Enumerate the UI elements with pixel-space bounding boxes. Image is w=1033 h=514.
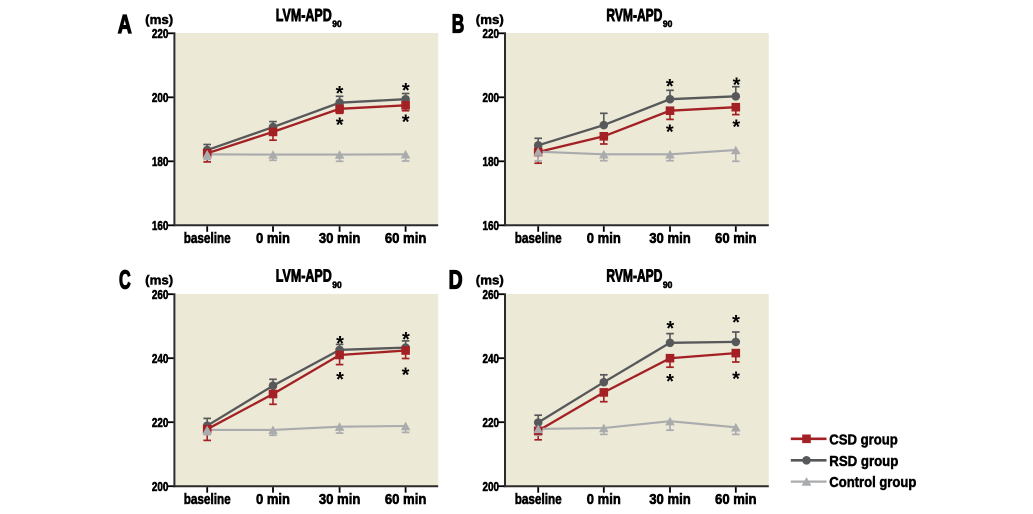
svg-text:baseline: baseline [184,231,231,247]
svg-text:*: * [732,312,740,334]
svg-text:200: 200 [152,90,169,105]
svg-text:90: 90 [332,19,342,30]
svg-text:160: 160 [483,218,500,233]
svg-text:240: 240 [483,351,500,366]
svg-text:(ms): (ms) [145,12,173,27]
svg-text:(ms): (ms) [476,12,504,27]
svg-text:*: * [733,75,741,97]
svg-text:*: * [402,329,410,351]
svg-text:RVM-APD: RVM-APD [606,5,662,25]
svg-text:baseline: baseline [515,231,562,247]
svg-text:220: 220 [152,26,169,41]
svg-text:60 min: 60 min [385,492,427,508]
svg-text:D: D [449,265,463,295]
svg-text:*: * [336,369,344,391]
svg-text:*: * [666,122,674,144]
svg-text:90: 90 [332,280,342,291]
svg-text:*: * [732,117,740,139]
svg-text:*: * [732,369,740,391]
svg-text:30 min: 30 min [319,231,361,247]
svg-text:RVM-APD: RVM-APD [606,266,662,286]
svg-text:Control group: Control group [829,474,916,491]
svg-text:*: * [336,333,344,355]
svg-text:220: 220 [152,415,169,430]
svg-text:B: B [452,9,465,39]
svg-text:160: 160 [152,218,169,233]
svg-text:30 min: 30 min [649,231,691,247]
svg-text:(ms): (ms) [145,273,173,288]
svg-text:LVM-APD: LVM-APD [276,5,332,25]
svg-text:*: * [666,318,674,340]
svg-text:*: * [402,365,410,387]
svg-text:0 min: 0 min [587,231,621,247]
svg-text:240: 240 [152,351,169,366]
svg-text:LVM-APD: LVM-APD [276,266,332,286]
svg-text:30 min: 30 min [649,492,691,508]
svg-text:200: 200 [152,479,169,494]
svg-text:baseline: baseline [184,492,231,508]
svg-text:0 min: 0 min [256,492,290,508]
svg-text:*: * [666,371,674,393]
svg-text:0 min: 0 min [587,492,621,508]
svg-text:60 min: 60 min [715,492,757,508]
svg-text:60 min: 60 min [385,231,427,247]
svg-text:90: 90 [663,280,673,291]
svg-text:200: 200 [483,479,500,494]
svg-text:220: 220 [483,415,500,430]
svg-text:CSD group: CSD group [829,431,898,448]
svg-text:260: 260 [152,287,169,302]
svg-text:0 min: 0 min [256,231,290,247]
svg-text:90: 90 [663,19,673,30]
svg-text:220: 220 [483,26,500,41]
svg-text:A: A [118,9,132,39]
svg-text:180: 180 [152,154,169,169]
svg-text:30 min: 30 min [319,492,361,508]
svg-text:C: C [119,264,131,294]
svg-text:260: 260 [483,287,500,302]
svg-text:180: 180 [483,154,500,169]
svg-text:*: * [402,112,410,134]
svg-text:200: 200 [483,90,500,105]
svg-text:*: * [336,83,344,105]
svg-text:*: * [336,114,344,136]
svg-text:60 min: 60 min [715,231,757,247]
svg-text:RSD group: RSD group [829,453,898,470]
svg-text:baseline: baseline [515,492,562,508]
svg-text:(ms): (ms) [476,273,504,288]
svg-text:*: * [666,76,674,98]
svg-text:*: * [402,80,410,102]
